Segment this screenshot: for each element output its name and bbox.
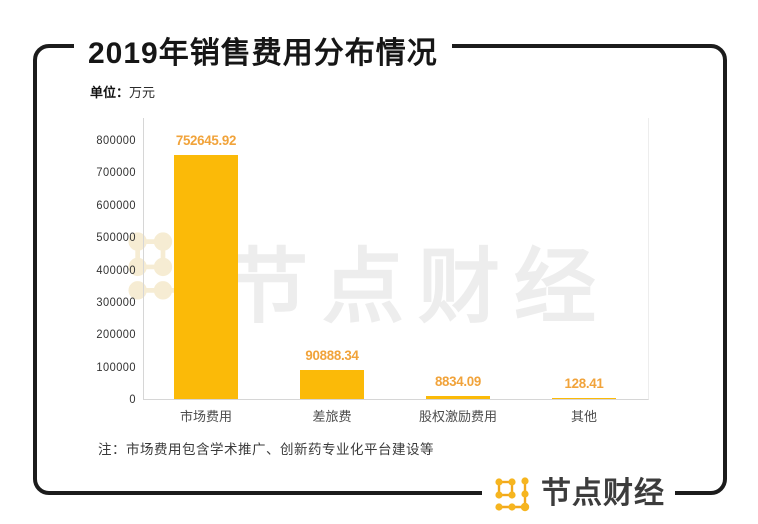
bar-market [174, 155, 238, 399]
bar-group-other: 128.41 [521, 118, 647, 399]
bar-value-label: 752645.92 [175, 132, 237, 149]
unit-label: 单位： [90, 85, 130, 100]
watermark-text: 节点财经 [226, 242, 611, 333]
bar-equity-incentive [426, 396, 490, 399]
title-wrap: 2019年销售费用分布情况 [74, 28, 452, 72]
unit-caption: 单位：万元 [90, 82, 155, 101]
x-axis-label-other: 其他 [570, 409, 597, 424]
y-tick-label: 300000 [96, 294, 136, 309]
x-axis-label-market: 市场费用 [179, 409, 232, 424]
y-axis-labels: 800000 700000 600000 500000 400000 300000 2000… [58, 133, 136, 413]
bar-value-label: 90888.34 [305, 346, 359, 363]
bar-group-market: 752645.92 [143, 118, 269, 399]
y-tick-label: 0 [129, 392, 136, 406]
bar-group-equity-incentive: 8834.09 [395, 118, 521, 399]
x-axis-label-travel: 差旅费 [312, 409, 352, 424]
y-tick-label: 700000 [96, 165, 136, 180]
bar-other [552, 397, 616, 399]
y-tick-label: 200000 [96, 327, 136, 342]
y-tick-label: 400000 [96, 262, 136, 277]
brand-logo-text: 节点财经 [541, 477, 665, 510]
bar-value-label: 8834.09 [434, 373, 482, 390]
y-tick-label: 500000 [96, 230, 136, 245]
brand-logo-icon [495, 477, 530, 512]
y-tick-label: 600000 [96, 197, 136, 212]
x-axis-label-equity-incentive: 股权激励费用 [418, 409, 497, 424]
footnote: 注：市场费用包含学术推广、创新药专业化平台建设等 [98, 442, 434, 457]
unit-value: 万元 [129, 85, 156, 100]
plot-area [143, 118, 649, 400]
page-title: 2019年销售费用分布情况 [88, 37, 438, 70]
y-tick-label: 100000 [96, 359, 136, 374]
bar-value-label: 128.41 [564, 374, 604, 391]
y-tick-label: 800000 [96, 133, 136, 147]
bar-travel [300, 369, 364, 399]
brand-logo: 节点财经 [482, 468, 675, 520]
bar-group-travel: 90888.34 [269, 118, 395, 399]
